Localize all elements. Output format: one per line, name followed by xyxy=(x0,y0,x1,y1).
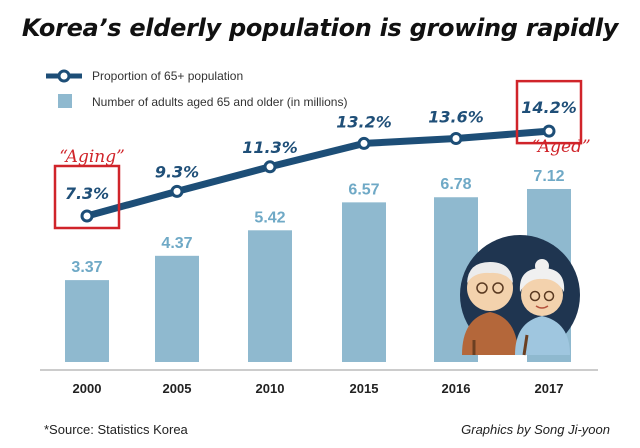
bar-value-label-2017: 7.12 xyxy=(533,168,564,185)
line-value-label-2017: 14.2% xyxy=(521,98,577,117)
grandmother-figure xyxy=(515,259,570,356)
bar-value-label-2016: 6.78 xyxy=(440,176,471,193)
highlight-boxes xyxy=(53,79,583,230)
bar-value-label-2010: 5.42 xyxy=(254,209,285,226)
line-value-label-2016: 13.6% xyxy=(428,108,484,127)
line-value-label-2015: 13.2% xyxy=(336,112,392,131)
grandfather-figure xyxy=(462,262,518,355)
line-point-2005 xyxy=(170,184,184,198)
legend: Proportion of 65+ population Number of a… xyxy=(46,69,347,109)
aged-annotation: “Aged” xyxy=(531,137,590,157)
line-value-label-2005: 9.3% xyxy=(155,162,199,181)
line-value-labels: 7.3% 9.3% 11.3% 13.2% 13.6% 14.2% xyxy=(65,98,577,203)
bar-value-label-2000: 3.37 xyxy=(71,259,102,276)
legend-bar-swatch xyxy=(58,94,72,108)
aging-annotation: “Aging” xyxy=(59,147,125,167)
highlight-box-2000 xyxy=(53,164,121,230)
legend-bar-label: Number of adults aged 65 and older (in m… xyxy=(92,95,347,109)
bar-value-label-2015: 6.57 xyxy=(348,181,379,198)
x-tick-2000: 2000 xyxy=(73,381,102,396)
bar-value-label-2005: 4.37 xyxy=(161,235,192,252)
line-point-2015 xyxy=(357,136,371,150)
bar-value-labels: 3.37 4.37 5.42 6.57 6.78 7.12 xyxy=(71,168,564,276)
bar-2015 xyxy=(342,202,386,362)
bar-2005 xyxy=(155,255,199,362)
x-tick-2015: 2015 xyxy=(350,381,379,396)
x-tick-labels: 2000 2005 2010 2015 2016 2017 xyxy=(73,381,564,396)
line-value-label-2000: 7.3% xyxy=(65,184,109,203)
chart-title: Korea’s elderly population is growing ra… xyxy=(21,14,619,42)
line-series xyxy=(80,124,556,223)
line-point-2010 xyxy=(263,160,277,174)
x-tick-2017: 2017 xyxy=(535,381,564,396)
bar-2010 xyxy=(248,230,292,362)
x-tick-2005: 2005 xyxy=(163,381,192,396)
highlight-box-2017 xyxy=(515,79,583,145)
line-value-label-2010: 11.3% xyxy=(242,138,298,157)
proportion-line xyxy=(83,127,553,220)
legend-line-label: Proportion of 65+ population xyxy=(92,69,243,83)
legend-line-marker xyxy=(57,69,71,83)
line-point-2016 xyxy=(449,132,463,146)
elderly-couple-illustration xyxy=(460,235,580,356)
x-tick-2016: 2016 xyxy=(442,381,471,396)
bar-2000 xyxy=(65,280,109,362)
graphics-credit: Graphics by Song Ji-yoon xyxy=(461,422,610,437)
x-tick-2010: 2010 xyxy=(256,381,285,396)
source-note: *Source: Statistics Korea xyxy=(44,422,188,437)
line-point-2000 xyxy=(80,209,94,223)
line-point-2017 xyxy=(542,124,556,138)
